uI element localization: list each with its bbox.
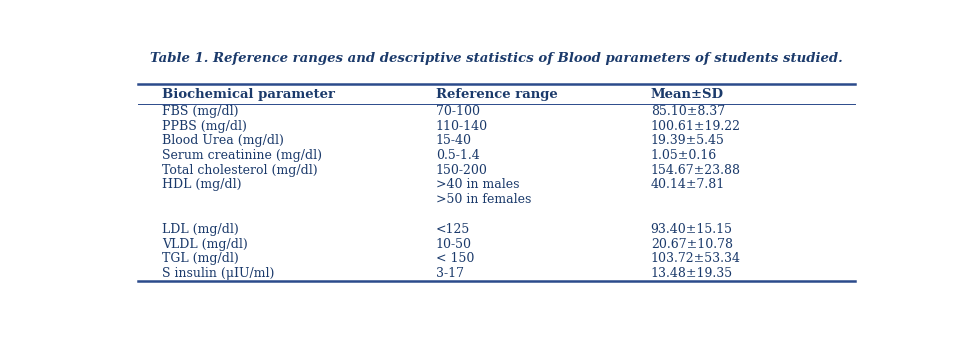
Text: Total cholesterol (mg/dl): Total cholesterol (mg/dl): [162, 164, 318, 177]
Text: 154.67±23.88: 154.67±23.88: [651, 164, 740, 177]
Text: 20.67±10.78: 20.67±10.78: [651, 238, 733, 251]
Text: FBS (mg/dl): FBS (mg/dl): [162, 105, 238, 118]
Text: 93.40±15.15: 93.40±15.15: [651, 223, 733, 236]
Text: Table 1. Reference ranges and descriptive statistics of Blood parameters of stud: Table 1. Reference ranges and descriptiv…: [150, 52, 843, 65]
Text: 19.39±5.45: 19.39±5.45: [651, 135, 725, 148]
Text: PPBS (mg/dl): PPBS (mg/dl): [162, 120, 247, 133]
Text: LDL (mg/dl): LDL (mg/dl): [162, 223, 238, 236]
Text: <125: <125: [436, 223, 470, 236]
Text: Blood Urea (mg/dl): Blood Urea (mg/dl): [162, 135, 284, 148]
Text: 85.10±8.37: 85.10±8.37: [651, 105, 725, 118]
Text: HDL (mg/dl): HDL (mg/dl): [162, 179, 241, 191]
Text: VLDL (mg/dl): VLDL (mg/dl): [162, 238, 248, 251]
Text: Mean±SD: Mean±SD: [651, 87, 724, 100]
Text: 15-40: 15-40: [436, 135, 472, 148]
Text: 40.14±7.81: 40.14±7.81: [651, 179, 725, 191]
Text: Biochemical parameter: Biochemical parameter: [162, 87, 335, 100]
Text: < 150: < 150: [436, 252, 474, 265]
Text: 10-50: 10-50: [436, 238, 472, 251]
Text: Serum creatinine (mg/dl): Serum creatinine (mg/dl): [162, 149, 322, 162]
Text: 0.5-1.4: 0.5-1.4: [436, 149, 480, 162]
Text: 13.48±19.35: 13.48±19.35: [651, 267, 733, 280]
Text: TGL (mg/dl): TGL (mg/dl): [162, 252, 238, 265]
Text: 3-17: 3-17: [436, 267, 464, 280]
Text: Reference range: Reference range: [436, 87, 557, 100]
Text: 70-100: 70-100: [436, 105, 480, 118]
Text: 150-200: 150-200: [436, 164, 487, 177]
Text: >50 in females: >50 in females: [436, 193, 531, 206]
Text: 100.61±19.22: 100.61±19.22: [651, 120, 740, 133]
Text: 103.72±53.34: 103.72±53.34: [651, 252, 740, 265]
Text: S insulin (μIU/ml): S insulin (μIU/ml): [162, 267, 274, 280]
Text: 110-140: 110-140: [436, 120, 487, 133]
Text: 1.05±0.16: 1.05±0.16: [651, 149, 717, 162]
Text: >40 in males: >40 in males: [436, 179, 519, 191]
